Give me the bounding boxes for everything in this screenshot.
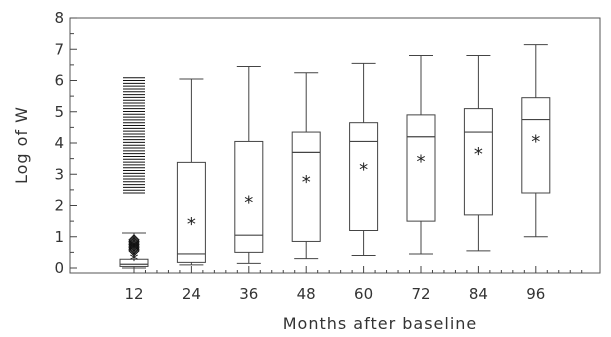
y-tick-label: 3	[54, 165, 64, 183]
x-axis: 12 24 36 48 60 72 84 96	[124, 266, 583, 303]
box-group-72: *	[406, 55, 436, 255]
x-tick-label: 36	[239, 285, 258, 303]
mean-marker: *	[302, 172, 311, 193]
y-tick-label: 5	[54, 103, 64, 121]
mean-marker: *	[417, 152, 426, 173]
x-axis-title: Months after baseline	[283, 314, 478, 333]
x-tick-label: 72	[411, 285, 430, 303]
boxes-layer: * * * * * * * *	[119, 44, 551, 271]
box-group-84: *	[463, 55, 493, 252]
mean-marker: *	[474, 144, 483, 165]
y-axis: 0 1 2 3 4 5 6 7 8	[54, 9, 77, 277]
mean-marker: *	[244, 192, 253, 213]
outlier-diamond	[128, 235, 140, 248]
box-group-60: *	[349, 62, 379, 256]
plot-area	[69, 17, 601, 274]
x-tick-label: 96	[526, 285, 545, 303]
iqr-box	[521, 97, 551, 194]
mean-marker: *	[130, 250, 139, 271]
box-group-24: *	[176, 78, 206, 266]
y-tick-label: 1	[54, 228, 64, 246]
iqr-box	[234, 140, 264, 253]
iqr-box	[119, 258, 149, 267]
y-tick-label: 7	[54, 40, 64, 58]
outlier-diamond	[128, 234, 140, 246]
y-tick-label: 6	[54, 72, 64, 90]
iqr-box	[291, 131, 321, 242]
y-tick-label: 0	[54, 259, 64, 277]
x-tick-label: 12	[124, 285, 143, 303]
y-tick-label: 4	[54, 134, 64, 152]
x-tick-label: 48	[297, 285, 316, 303]
x-tick-label: 24	[182, 285, 201, 303]
iqr-box	[176, 161, 206, 263]
box-group-12: *	[119, 77, 149, 271]
y-tick-label: 8	[54, 9, 64, 27]
y-axis-title: Log of W	[12, 106, 31, 184]
mean-marker: *	[359, 159, 368, 180]
iqr-box	[349, 122, 379, 231]
x-tick-label: 84	[469, 285, 488, 303]
y-tick-label: 2	[54, 197, 64, 215]
box-group-36: *	[234, 65, 264, 264]
x-tick-label: 60	[354, 285, 373, 303]
mean-marker: *	[187, 214, 196, 235]
iqr-box	[463, 108, 493, 216]
box-group-48: *	[291, 72, 321, 260]
plot-frame	[69, 17, 601, 274]
mean-marker: *	[531, 131, 540, 152]
iqr-box	[406, 114, 436, 222]
box-group-96: *	[521, 44, 551, 238]
